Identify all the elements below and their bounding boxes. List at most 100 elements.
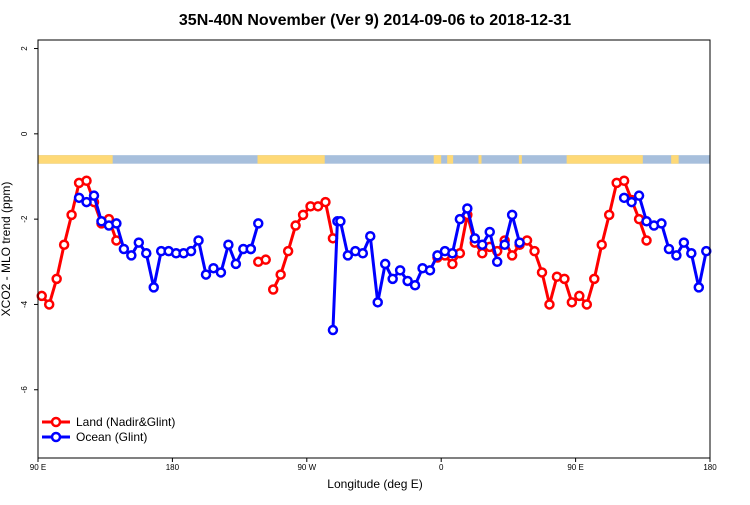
data-point-ocean xyxy=(484,226,495,238)
x-tick-label: 0 xyxy=(439,463,444,472)
data-point-ocean xyxy=(402,275,413,287)
data-point-ocean xyxy=(208,262,219,274)
data-point-land xyxy=(297,209,309,221)
y-axis: 2 0 -2 -4 -6 xyxy=(20,46,38,394)
data-point-ocean xyxy=(477,239,488,250)
data-point-ocean xyxy=(671,250,682,261)
data-point-ocean xyxy=(633,190,645,201)
data-point-land xyxy=(51,273,62,285)
data-point-ocean xyxy=(432,250,443,261)
data-point-ocean xyxy=(409,280,421,291)
data-point-land xyxy=(58,239,70,250)
data-point-land xyxy=(267,284,279,295)
data-point-land xyxy=(447,258,458,270)
data-point-ocean xyxy=(327,324,339,336)
data-point-ocean xyxy=(626,196,637,208)
data-point-ocean xyxy=(73,192,85,204)
data-point-land xyxy=(618,175,630,187)
data-point-ocean xyxy=(126,250,137,261)
data-point-land xyxy=(581,299,593,310)
data-point-ocean xyxy=(506,209,518,221)
data-point-land xyxy=(282,245,294,257)
data-point-ocean xyxy=(96,216,107,227)
data-point-ocean xyxy=(200,269,212,280)
data-point-land xyxy=(43,299,55,310)
legend-ocean-label: Ocean (Glint) xyxy=(76,430,147,444)
data-point-ocean xyxy=(81,196,92,208)
y-tick-label: 2 xyxy=(20,46,29,51)
data-point-ocean xyxy=(372,297,383,308)
data-point-land xyxy=(603,209,615,221)
data-point-ocean xyxy=(185,245,197,257)
data-point-ocean xyxy=(193,235,204,246)
x-axis-label: Longitude (deg E) xyxy=(327,477,422,491)
data-point-land xyxy=(312,201,324,212)
data-point-ocean xyxy=(514,237,525,248)
x-tick-label: 90 E xyxy=(567,463,583,472)
data-point-land xyxy=(529,245,540,257)
data-point-ocean xyxy=(641,216,652,227)
legend-land-marker xyxy=(50,416,62,428)
data-point-ocean xyxy=(365,230,376,242)
data-point-ocean xyxy=(693,282,705,293)
land-strip-segment xyxy=(257,155,325,164)
data-point-ocean xyxy=(462,203,473,214)
chart-title: 35N-40N November (Ver 9) 2014-09-06 to 2… xyxy=(179,12,571,29)
series-ocean xyxy=(73,190,712,336)
data-point-ocean xyxy=(701,245,712,257)
data-point-ocean xyxy=(88,190,100,201)
data-point-land xyxy=(260,254,271,265)
data-point-ocean xyxy=(686,248,697,259)
y-tick-label: -2 xyxy=(20,215,29,223)
series-layer xyxy=(36,175,712,336)
data-point-ocean xyxy=(245,243,257,255)
data-point-ocean xyxy=(663,243,675,255)
data-point-ocean xyxy=(499,239,510,250)
y-axis-label: XCO2 - MLO trend (ppm) xyxy=(0,182,13,317)
x-tick-label: 90 W xyxy=(297,463,316,472)
data-point-land xyxy=(544,299,555,310)
data-point-ocean xyxy=(342,250,354,261)
data-point-land xyxy=(536,267,548,278)
land-strip-segment xyxy=(518,155,522,164)
data-point-land xyxy=(81,175,92,187)
data-point-land xyxy=(574,290,585,302)
data-point-land xyxy=(596,239,607,250)
data-point-ocean xyxy=(491,256,503,268)
data-point-land xyxy=(566,297,578,308)
data-point-ocean xyxy=(357,248,369,259)
x-tick-label: 90 E xyxy=(30,463,46,472)
data-point-ocean xyxy=(618,192,630,204)
land-strip-segment xyxy=(38,155,113,164)
surface-type-strip xyxy=(38,155,710,164)
y-tick-label: -6 xyxy=(20,386,29,394)
data-point-ocean xyxy=(469,233,481,244)
data-point-ocean xyxy=(424,265,436,276)
y-tick-label: 0 xyxy=(20,131,29,136)
x-tick-label: 180 xyxy=(703,463,717,472)
data-point-land xyxy=(589,273,600,285)
plot-frame xyxy=(37,39,711,459)
data-point-ocean xyxy=(253,218,264,229)
data-point-land xyxy=(559,273,570,285)
data-point-land xyxy=(641,235,652,246)
data-point-ocean xyxy=(215,267,227,278)
data-point-land xyxy=(275,269,286,280)
data-point-ocean xyxy=(379,258,391,270)
land-strip-segment xyxy=(671,155,679,164)
legend-land-label: Land (Nadir&Glint) xyxy=(76,415,175,429)
data-point-land xyxy=(506,250,518,261)
data-point-ocean xyxy=(230,258,242,270)
data-point-land xyxy=(36,290,47,302)
data-point-ocean xyxy=(133,237,145,248)
legend: Land (Nadir&Glint) Ocean (Glint) xyxy=(42,415,175,444)
x-axis: 90 E 180 90 W 0 90 E 180 xyxy=(30,458,717,472)
data-point-ocean xyxy=(148,282,159,293)
data-point-ocean xyxy=(141,248,152,259)
x-tick-label: 180 xyxy=(166,463,180,472)
data-point-land xyxy=(66,209,77,221)
data-point-ocean xyxy=(447,248,458,259)
data-point-ocean xyxy=(387,273,398,285)
